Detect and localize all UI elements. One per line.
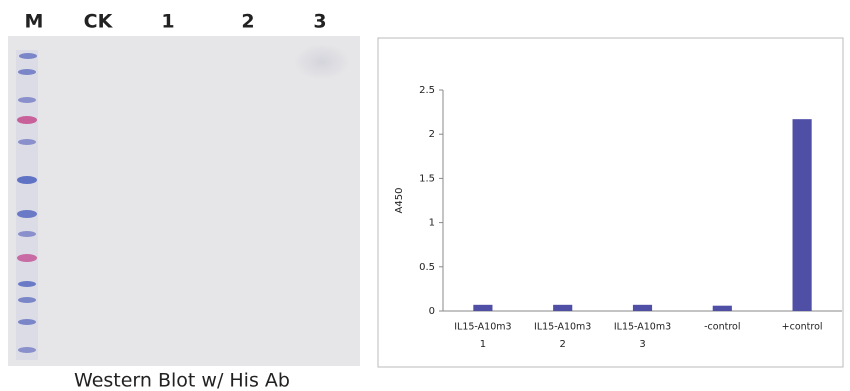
bar [713,306,732,311]
x-tick-label: 2 [560,339,566,350]
y-axis-title: A450 [394,188,405,214]
bar [633,305,652,311]
blot-caption: Western Blot w/ His Ab [74,370,290,391]
x-tick-label: +control [782,322,823,333]
x-tick-label: IL15-A10m3 [454,322,511,333]
x-tick-label: 3 [639,339,645,350]
lane-label: CK [84,11,114,33]
y-tick-label: 0.5 [419,262,435,273]
lane-label: M [25,11,44,33]
blot-membrane [8,36,360,366]
bar [553,305,572,311]
chart-frame [378,38,843,367]
blot-band [294,44,350,80]
y-tick-label: 0 [429,306,435,317]
lane-label: 2 [241,11,254,33]
bar [793,119,812,311]
x-tick-label: 1 [480,339,486,350]
y-tick-label: 1 [429,218,435,229]
marker-ladder [16,50,38,360]
lane-label: 1 [161,11,174,33]
y-tick-label: 1.5 [419,173,435,184]
y-tick-label: 2.5 [419,85,435,96]
x-tick-label: IL15-A10m3 [614,322,671,333]
y-tick-label: 2 [429,129,435,140]
lane-label: 3 [313,11,326,33]
bar [473,305,492,311]
x-tick-label: -control [704,322,740,333]
figure: Western Blot w/ His Ab M CK 1 2 3 0 0.5 1 1.5 2 2.… [0,0,850,391]
x-tick-label: IL15-A10m3 [534,322,591,333]
